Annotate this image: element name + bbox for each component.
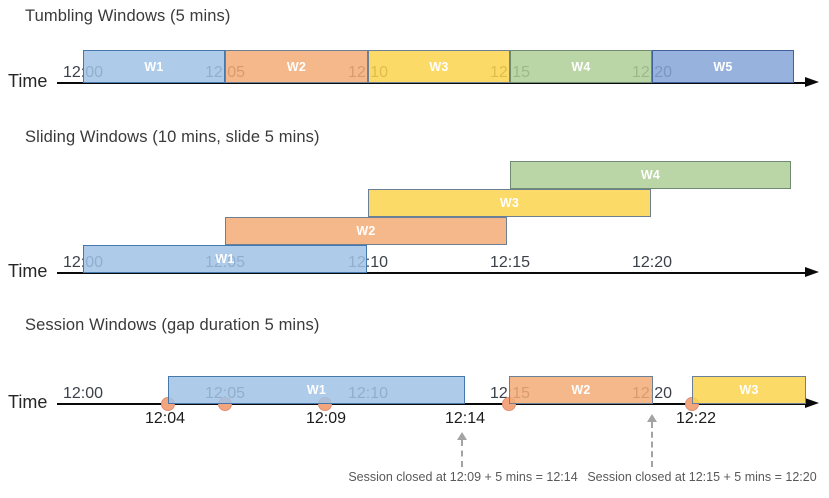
callout-arrowhead-icon-1 xyxy=(457,432,467,440)
time-axis-arrowhead-icon-session xyxy=(805,398,819,408)
window-label: W1 xyxy=(306,383,327,397)
time-axis-line-sliding xyxy=(57,272,806,274)
window-label: W3 xyxy=(739,383,759,397)
window-sliding-w1: W1 xyxy=(83,245,367,273)
window-tumbling-w5: W5 xyxy=(652,50,794,83)
window-label: W1 xyxy=(144,59,164,74)
window-sliding-w4: W4 xyxy=(510,161,791,189)
window-label: W2 xyxy=(571,383,591,397)
window-tumbling-w4: W4 xyxy=(510,50,652,83)
axis-tick-label-session-1200: 12:00 xyxy=(62,385,104,402)
window-label: W3 xyxy=(429,59,449,74)
window-tumbling-w3: W3 xyxy=(368,50,510,83)
event-time-label-1204: 12:04 xyxy=(144,410,186,427)
callout-text-2: Session closed at 12:15 + 5 mins = 12:20 xyxy=(587,470,817,484)
window-sliding-w2: W2 xyxy=(225,217,507,245)
time-axis-arrowhead-icon-sliding xyxy=(805,267,819,277)
event-time-label-1222: 12:22 xyxy=(675,410,717,427)
window-session-w2: W2 xyxy=(509,376,653,404)
window-tumbling-w2: W2 xyxy=(225,50,368,83)
axis-tick-label-sliding-1220: 12:20 xyxy=(631,254,673,271)
window-label: W5 xyxy=(713,59,733,74)
window-label: W3 xyxy=(499,196,520,210)
time-axis-label-tumbling: Time xyxy=(8,71,48,91)
time-axis-label-sliding: Time xyxy=(8,261,48,281)
window-tumbling-w1: W1 xyxy=(83,50,225,83)
window-session-w1: W1 xyxy=(168,376,465,404)
callout-arrow-line-2 xyxy=(651,422,653,467)
diagram-title-sliding: Sliding Windows (10 mins, slide 5 mins) xyxy=(25,128,320,146)
window-label: W4 xyxy=(571,59,591,74)
diagram-title-session: Session Windows (gap duration 5 mins) xyxy=(25,316,320,334)
time-axis-line-session xyxy=(57,403,806,405)
time-axis-line-tumbling xyxy=(57,82,806,84)
window-label: W2 xyxy=(286,59,307,74)
time-axis-label-session: Time xyxy=(8,392,48,412)
window-label: W2 xyxy=(356,224,376,238)
event-time-label-1209: 12:09 xyxy=(305,410,347,427)
window-session-w3: W3 xyxy=(692,376,806,404)
callout-arrowhead-icon-2 xyxy=(647,414,657,422)
event-time-label-1214: 12:14 xyxy=(444,410,486,427)
diagram-title-tumbling: Tumbling Windows (5 mins) xyxy=(25,7,231,25)
time-axis-arrowhead-icon-tumbling xyxy=(805,77,819,87)
window-label: W4 xyxy=(640,168,661,182)
axis-tick-label-sliding-1215: 12:15 xyxy=(489,254,531,271)
window-label: W1 xyxy=(215,252,235,266)
window-sliding-w3: W3 xyxy=(368,189,651,217)
callout-arrow-line-1 xyxy=(461,440,463,467)
callout-text-1: Session closed at 12:09 + 5 mins = 12:14 xyxy=(348,470,578,484)
